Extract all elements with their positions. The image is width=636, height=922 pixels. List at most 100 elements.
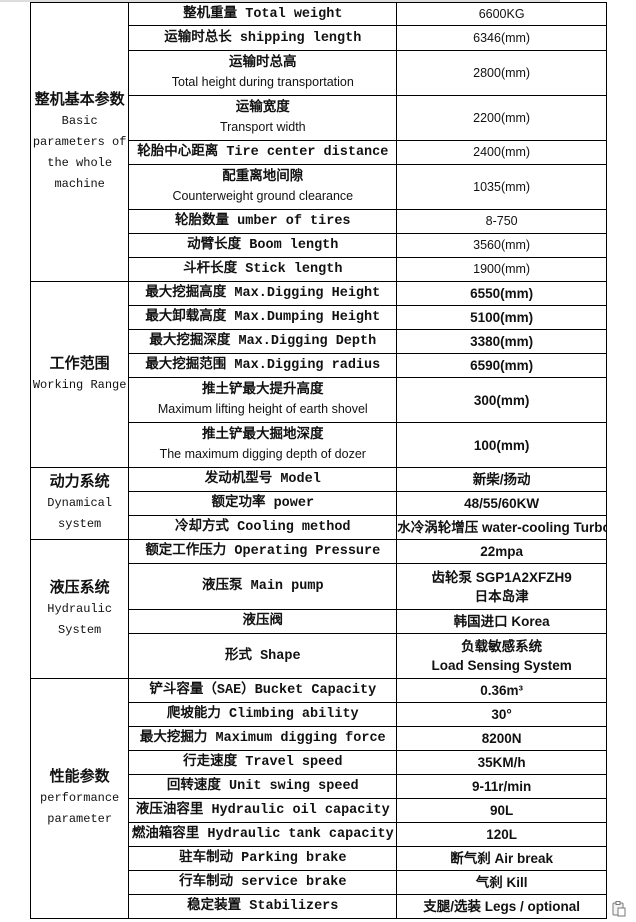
- param-label: 最大挖掘范围 Max.Digging radius: [128, 353, 398, 378]
- param-label: 额定功率 power: [128, 491, 398, 516]
- param-label-line: 运输宽度: [235, 101, 290, 116]
- param-value: 6590(mm): [396, 353, 607, 378]
- table-row: 液压泵 Main pump 齿轮泵 SGP1A2XFZH9 日本岛津: [31, 563, 607, 610]
- section-label-en: Dynamical system: [47, 496, 113, 531]
- param-value: 9-11r/min: [396, 774, 607, 799]
- param-value-line: 6346(mm): [473, 30, 531, 45]
- table-row: 斗杆长度 Stick length 1900(mm): [31, 257, 607, 282]
- param-label-line: 最大挖掘范围 Max.Digging radius: [145, 358, 381, 373]
- param-label: 冷却方式 Cooling method: [128, 515, 398, 540]
- param-label-line: 配重离地间隙: [222, 170, 304, 185]
- param-label-line: 液压阀: [242, 614, 284, 629]
- param-label: 驻车制动 Parking brake: [128, 846, 398, 871]
- param-value-line: 1900(mm): [473, 262, 531, 276]
- param-label: 形式 Shape: [128, 633, 398, 679]
- param-value: 30°: [396, 702, 607, 727]
- param-value: 0.36m³: [396, 678, 607, 703]
- param-label: 动臂长度 Boom length: [128, 233, 398, 258]
- param-label-line: 最大挖掘深度 Max.Digging Depth: [149, 334, 377, 349]
- table-row: 推土铲最大掘地深度 The maximum digging depth of do…: [31, 422, 607, 468]
- param-label: 推土铲最大掘地深度 The maximum digging depth of do…: [128, 422, 398, 468]
- param-value: 35KM/h: [396, 750, 607, 775]
- param-label-line: 推土铲最大掘地深度: [202, 428, 324, 443]
- param-label: 最大卸载高度 Max.Dumping Height: [128, 305, 398, 330]
- table-row: 性能参数 performance parameter 铲斗容量（SAE）Bucket…: [29, 678, 607, 919]
- section-label: 液压系统 Hydraulic System: [29, 539, 130, 679]
- param-value-line: 齿轮泵 SGP1A2XFZH9: [431, 569, 572, 585]
- section-label-cn: 整机基本参数: [34, 91, 125, 108]
- param-value: 6346(mm): [396, 25, 607, 51]
- param-label: 运输时总长 shipping length: [128, 25, 398, 51]
- param-label: 稳定装置 Stabilizers: [128, 894, 398, 919]
- param-label: 最大挖掘力 Maximum digging force: [128, 726, 398, 751]
- param-label: 最大挖掘高度 Max.Digging Height: [128, 281, 398, 306]
- param-label-line: 行走速度 Travel speed: [183, 755, 343, 770]
- param-label-line: 铲斗容量（SAE）Bucket Capacity: [149, 683, 377, 698]
- section-label-cn: 工作范围: [49, 355, 110, 372]
- param-value: 100(mm): [396, 422, 607, 468]
- section-label: 动力系统 Dynamical system: [29, 467, 130, 540]
- table-row: 额定功率 power 48/55/60KW: [31, 491, 607, 516]
- param-value-line: 8-750: [485, 214, 518, 228]
- table-row: 运输宽度 Transport width 2200(mm): [31, 95, 607, 141]
- param-label-line: 斗杆长度 Stick length: [183, 262, 343, 277]
- param-label: 轮胎中心距离 Tire center distance: [128, 140, 398, 165]
- table-row: 爬坡能力 Climbing ability 30°: [31, 702, 607, 727]
- param-value-line: 35KM/h: [477, 755, 526, 770]
- param-value-line: 3560(mm): [473, 238, 531, 252]
- param-value-line: 0.36m³: [480, 683, 524, 698]
- table-row: 液压系统 Hydraulic System 额定工作压力 Operating Pre…: [29, 539, 607, 679]
- param-label: 回转速度 Unit swing speed: [128, 774, 398, 799]
- param-label-line: 推土铲最大提升高度: [202, 383, 324, 398]
- table-row: 工作范围 Working Range 最大挖掘高度 Max.Digging Heig…: [29, 281, 607, 468]
- param-value-line: 1035(mm): [473, 179, 531, 194]
- param-label-line: 整机重量 Total weight: [183, 6, 343, 22]
- param-label-line: 运输时总长 shipping length: [164, 30, 362, 46]
- param-value-line: 5100(mm): [470, 310, 534, 325]
- param-value-line: Load Sensing System: [431, 658, 572, 673]
- param-value: 5100(mm): [396, 305, 607, 330]
- param-value-line: 2800(mm): [473, 65, 531, 80]
- param-label-line: 燃油箱容里 Hydraulic tank capacity: [131, 827, 394, 842]
- param-value-line: 气刹 Kill: [475, 875, 528, 890]
- table-row: 稳定装置 Stabilizers 支腿/选装 Legs / optional: [31, 894, 607, 919]
- param-value-line: 8200N: [481, 731, 522, 746]
- param-value-line: 负载敏感系统: [461, 639, 543, 654]
- param-label: 额定工作压力 Operating Pressure: [128, 539, 398, 564]
- param-label-line: 形式 Shape: [224, 648, 301, 664]
- param-value-line: 300(mm): [473, 392, 530, 408]
- param-value: 120L: [396, 822, 607, 847]
- param-label: 最大挖掘深度 Max.Digging Depth: [128, 329, 398, 354]
- param-label-line: 动臂长度 Boom length: [187, 238, 339, 253]
- param-label: 铲斗容量（SAE）Bucket Capacity: [128, 678, 398, 703]
- param-label-line: 最大挖掘高度 Max.Digging Height: [145, 286, 381, 301]
- param-label-line: 最大卸载高度 Max.Dumping Height: [145, 310, 381, 325]
- param-value-line: 48/55/60KW: [464, 496, 540, 511]
- section-label-en: Basic parameters of the whole machine: [32, 113, 127, 191]
- param-value-line: 支腿/选装 Legs / optional: [423, 899, 580, 914]
- table-row: 驻车制动 Parking brake 断气刹 Air break: [31, 846, 607, 871]
- param-label: 液压阀: [128, 609, 398, 634]
- param-label-line: 回转速度 Unit swing speed: [166, 779, 359, 794]
- param-label-line: 发动机型号 Model: [204, 472, 321, 487]
- param-value-line: 6600KG: [478, 6, 525, 21]
- param-label: 整机重量 Total weight: [128, 2, 398, 26]
- param-value-line: 新柴/扬动: [472, 472, 531, 487]
- table-row: 轮胎数量 umber of tires 8-750: [31, 209, 607, 234]
- param-value-line: 3380(mm): [470, 334, 534, 349]
- param-label: 液压泵 Main pump: [128, 563, 398, 610]
- clipboard-icon[interactable]: [612, 901, 626, 917]
- param-value: 水冷涡轮增压 water-cooling Turbo: [396, 515, 607, 540]
- section-label-en: Working Range: [32, 377, 127, 392]
- param-label-line: 额定功率 power: [211, 496, 315, 511]
- table-row: 运输时总长 shipping length 6346(mm): [31, 25, 607, 51]
- param-value-line: 22mpa: [480, 544, 524, 559]
- param-value: 新柴/扬动: [396, 467, 607, 492]
- param-label-line: The maximum digging depth of dozer: [159, 447, 366, 461]
- param-value-line: 9-11r/min: [471, 779, 532, 794]
- param-value: 1900(mm): [396, 257, 607, 282]
- table-row: 动力系统 Dynamical system 发动机型号 Model 新柴/扬动: [29, 467, 607, 540]
- section-label-cn: 性能参数: [49, 769, 110, 785]
- section-label-en: Hydraulic System: [47, 601, 113, 637]
- param-value: 6600KG: [396, 2, 607, 26]
